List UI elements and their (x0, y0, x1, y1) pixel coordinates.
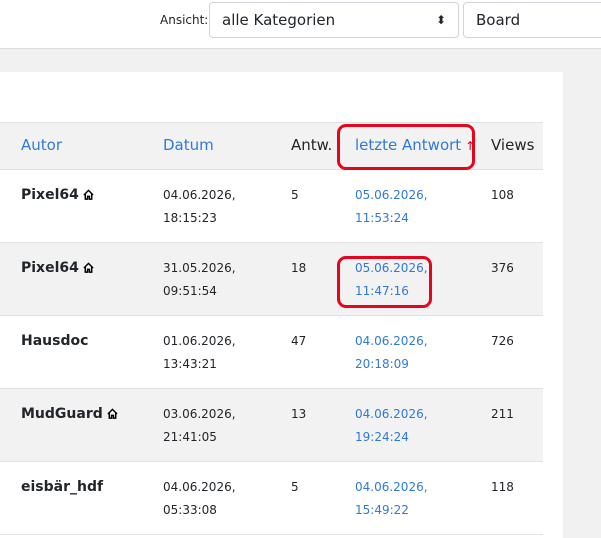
views: 376 (491, 261, 514, 275)
date-line: 09:51:54 (163, 284, 217, 298)
last-reply[interactable]: 04.06.2026, 15:49:22 (355, 476, 428, 522)
date: 04.06.2026, 18:15:23 (163, 184, 236, 230)
date-line: 01.06.2026, (163, 334, 236, 348)
author-name: Pixel64 (21, 187, 79, 203)
date: 31.05.2026, 09:51:54 (163, 257, 236, 303)
author-name: eisbär_hdf (21, 479, 104, 495)
board-select[interactable]: Board (463, 2, 601, 38)
highlight-outline (337, 124, 475, 170)
home-icon (83, 262, 94, 273)
date-line: 03.06.2026, (163, 407, 236, 421)
date-line: 31.05.2026, (163, 261, 236, 275)
last-reply[interactable]: 05.06.2026, 11:47:16 (355, 257, 428, 303)
last-reply[interactable]: 05.06.2026, 11:53:24 (355, 184, 428, 230)
view-label: Ansicht: (160, 13, 209, 27)
category-select-text: alle Kategorien (222, 11, 336, 29)
select-arrow: ⬍ (435, 13, 446, 27)
column-header[interactable]: Datum (163, 136, 214, 154)
table-row: MudGuard 03.06.2026, 21:41:05 13 04.06.2026,… (0, 389, 543, 462)
date: 03.06.2026, 21:41:05 (163, 403, 236, 449)
last-reply-line: 04.06.2026, (355, 334, 428, 348)
table-row: eisbär_hdf 04.06.2026, 05:33:08 5 04.06.2026… (0, 462, 543, 535)
last-reply-line: 19:24:24 (355, 430, 409, 444)
date: 01.06.2026, 13:43:21 (163, 330, 236, 376)
last-reply-line: 11:53:24 (355, 211, 409, 225)
last-reply[interactable]: 04.06.2026, 20:18:09 (355, 330, 428, 376)
date-line: 05:33:08 (163, 503, 217, 517)
last-reply-line: 11:47:16 (355, 284, 409, 298)
views: 118 (491, 480, 514, 494)
replies: 13 (291, 407, 307, 421)
highlight-outline (337, 256, 432, 308)
replies: 5 (291, 188, 299, 202)
author[interactable]: Pixel64 (21, 184, 94, 207)
date-line: 04.06.2026, (163, 480, 236, 494)
date: 04.06.2026, 05:33:08 (163, 476, 236, 522)
author[interactable]: MudGuard (21, 403, 118, 426)
column-header-text: Antw. (291, 136, 333, 154)
author[interactable]: Pixel64 (21, 257, 94, 280)
views: 211 (491, 407, 514, 421)
author[interactable]: Hausdoc (21, 330, 88, 353)
toolbar: Ansicht: alle Kategorien ⬍ Board (0, 0, 601, 49)
home-icon (107, 408, 118, 419)
column-header[interactable]: letzte Antwort ↑ (355, 136, 475, 154)
table-row: Pixel64 31.05.2026, 09:51:54 18 05.06.2026, 1… (0, 243, 543, 316)
date-line: 18:15:23 (163, 211, 217, 225)
date-line: 04.06.2026, (163, 188, 236, 202)
views: 108 (491, 188, 514, 202)
column-header-text: Views (491, 136, 535, 154)
column-header-text: Autor (21, 136, 62, 154)
last-reply-line: 20:18:09 (355, 357, 409, 371)
column-header-text: letzte Antwort (355, 136, 462, 154)
table-row: Pixel64 04.06.2026, 18:15:23 5 05.06.2026, 11… (0, 170, 543, 243)
last-reply-line: 04.06.2026, (355, 480, 428, 494)
last-reply-line: 05.06.2026, (355, 261, 428, 275)
replies: 5 (291, 480, 299, 494)
replies: 18 (291, 261, 307, 275)
category-select[interactable]: alle Kategorien ⬍ (209, 2, 459, 38)
author-name: Pixel64 (21, 260, 79, 276)
table-row: Hausdoc 01.06.2026, 13:43:21 47 04.06.2026, 2… (0, 316, 543, 389)
replies: 47 (291, 334, 307, 348)
author-name: MudGuard (21, 406, 103, 422)
board-select-text: Board (476, 11, 521, 29)
date-line: 21:41:05 (163, 430, 217, 444)
views: 726 (491, 334, 514, 348)
table-header (0, 122, 543, 170)
column-header: Antw. (291, 136, 332, 154)
home-icon (83, 189, 94, 200)
column-header-text: Datum (163, 136, 214, 154)
last-reply[interactable]: 04.06.2026, 19:24:24 (355, 403, 428, 449)
last-reply-line: 15:49:22 (355, 503, 409, 517)
last-reply-line: 04.06.2026, (355, 407, 428, 421)
author-name: Hausdoc (21, 333, 89, 349)
column-header[interactable]: Autor (21, 136, 62, 154)
column-header: Views (491, 136, 534, 154)
last-reply-line: 05.06.2026, (355, 188, 428, 202)
date-line: 13:43:21 (163, 357, 217, 371)
sort-indicator: ↑ (465, 139, 476, 153)
author[interactable]: eisbär_hdf (21, 476, 103, 499)
